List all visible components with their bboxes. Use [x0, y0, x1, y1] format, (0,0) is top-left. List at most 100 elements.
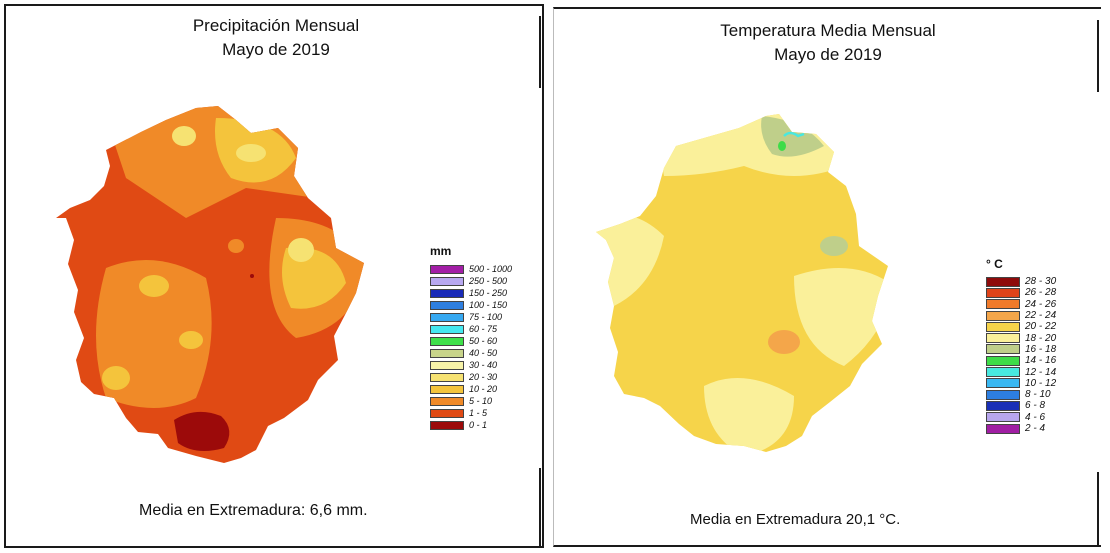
precipitation-legend-item: 30 - 40 — [430, 359, 512, 371]
temperature-legend-unit: ° C — [986, 257, 1003, 271]
precipitation-legend-label: 75 - 100 — [469, 312, 503, 322]
precipitation-title-line1: Precipitación Mensual — [192, 16, 360, 35]
temperature-legend-item: 26 - 28 — [986, 287, 1056, 298]
precipitation-average: Media en Extremadura: 6,6 mm. — [139, 502, 368, 519]
region-22-24-c — [768, 330, 800, 354]
region-16-18-c-north — [761, 116, 824, 157]
precipitation-legend-label: 40 - 50 — [469, 348, 498, 358]
precipitation-legend-label: 500 - 1000 — [469, 264, 513, 274]
region-10-20-mm-b — [179, 331, 203, 349]
precipitation-legend-label: 1 - 5 — [469, 408, 488, 418]
temperature-legend-swatch — [986, 299, 1020, 310]
precipitation-title-line2: Mayo de 2019 — [222, 40, 330, 59]
precipitation-legend-swatch — [430, 264, 464, 274]
precipitation-legend-swatch — [430, 384, 464, 394]
temperature-legend-label: 6 - 8 — [1025, 400, 1046, 412]
precipitation-legend-item: 20 - 30 — [430, 371, 512, 383]
temperature-legend-label: 28 - 30 — [1025, 276, 1057, 288]
precipitation-legend-item: 150 - 250 — [430, 287, 512, 299]
temperature-legend-swatch — [986, 423, 1020, 434]
temperature-legend-item: 10 - 12 — [986, 378, 1056, 389]
temperature-legend-swatch — [986, 412, 1020, 423]
region-20-30-mm-b — [236, 144, 266, 162]
temperature-legend-item: 16 - 18 — [986, 344, 1056, 355]
region-14-16-c — [778, 141, 786, 151]
region-20-30-mm-a — [172, 126, 196, 146]
precipitation-legend-item: 50 - 60 — [430, 335, 512, 347]
precipitation-legend-swatch — [430, 300, 464, 310]
temperature-legend-item: 4 - 6 — [986, 412, 1056, 423]
region-18-20-c-west — [596, 213, 664, 306]
region-0-1-mm-south — [174, 411, 230, 452]
temperature-legend-swatch — [986, 333, 1020, 344]
precipitation-legend-swatch — [430, 276, 464, 286]
temperature-legend-swatch — [986, 321, 1020, 332]
region-16-18-c-south — [676, 437, 688, 447]
precipitation-legend-swatch — [430, 360, 464, 370]
precipitation-legend-label: 30 - 40 — [469, 360, 498, 370]
temperature-legend-item: 6 - 8 — [986, 400, 1056, 411]
temperature-map — [596, 114, 888, 452]
temperature-legend-item: 20 - 22 — [986, 321, 1056, 332]
temperature-legend: ° C 28 - 30 26 - 28 24 - 26 22 - 24 20 - 22 1… — [986, 257, 1056, 434]
precipitation-legend-label: 100 - 150 — [469, 300, 508, 310]
precipitation-legend-swatch — [430, 336, 464, 346]
temperature-title-line1: Temperatura Media Mensual — [720, 21, 936, 40]
temperature-legend-label: 26 - 28 — [1025, 287, 1057, 299]
temperature-title-line2: Mayo de 2019 — [774, 45, 882, 64]
precipitation-legend-swatch — [430, 420, 464, 430]
precipitation-legend-item: 500 - 1000 — [430, 263, 512, 275]
precipitation-legend-item: 5 - 10 — [430, 395, 512, 407]
precipitation-legend-swatch — [430, 348, 464, 358]
frame-tick-bottom-right — [1097, 472, 1099, 546]
precipitation-legend-swatch — [430, 312, 464, 322]
region-5-10-mm-spot — [228, 239, 244, 253]
temperature-legend-item: 22 - 24 — [986, 310, 1056, 321]
precipitation-map — [56, 106, 364, 463]
precipitation-legend-label: 50 - 60 — [469, 336, 498, 346]
precipitation-legend-item: 40 - 50 — [430, 347, 512, 359]
precipitation-legend-swatch — [430, 372, 464, 382]
temperature-legend-label: 14 - 16 — [1025, 355, 1057, 367]
precipitation-legend-item: 100 - 150 — [430, 299, 512, 311]
temperature-title: Temperatura Media Mensual Mayo de 2019 — [554, 19, 1102, 67]
temperature-legend-label: 16 - 18 — [1025, 343, 1057, 355]
region-10-20-mm-c — [102, 366, 130, 390]
temperature-legend-label: 18 - 20 — [1025, 332, 1057, 344]
region-18-20-c-south — [704, 378, 794, 452]
temperature-legend-label: 24 - 26 — [1025, 298, 1057, 310]
temperature-legend-label: 10 - 12 — [1025, 377, 1057, 389]
temperature-legend-item: 28 - 30 — [986, 276, 1056, 287]
temperature-legend-item: 12 - 14 — [986, 366, 1057, 378]
precipitation-legend-item: 0 - 1 — [430, 419, 512, 431]
precipitation-legend-label: 10 - 20 — [469, 384, 498, 394]
temperature-legend-item: 8 - 10 — [986, 389, 1056, 400]
region-20-30-mm-c — [288, 238, 314, 262]
temperature-legend-swatch — [986, 310, 1020, 321]
temperature-legend-swatch — [986, 276, 1020, 287]
temperature-legend-item: 2 - 4 — [986, 423, 1056, 434]
precipitation-legend-swatch — [430, 408, 464, 418]
frame-tick-top-right — [1097, 20, 1099, 92]
temperature-legend-label: 20 - 22 — [1025, 321, 1057, 333]
precipitation-legend-label: 0 - 1 — [469, 420, 488, 430]
precipitation-legend-swatch — [430, 324, 464, 334]
temperature-legend-swatch — [986, 389, 1020, 400]
precipitation-legend-item: 60 - 75 — [430, 323, 512, 335]
precipitation-legend: mm 500 - 1000 250 - 500 150 - 250 100 - 150… — [430, 244, 512, 431]
frame-tick-bottom-left — [539, 468, 541, 546]
precipitation-legend-swatch — [430, 288, 464, 298]
region-18-20-c-east — [794, 268, 888, 366]
precipitation-legend-unit: mm — [430, 244, 452, 258]
region-12-14-c — [783, 131, 805, 138]
temperature-legend-swatch — [986, 367, 1020, 378]
precipitation-legend-label: 60 - 75 — [469, 324, 498, 334]
temperature-legend-label: 8 - 10 — [1025, 389, 1051, 401]
temperature-legend-label: 12 - 14 — [1025, 366, 1057, 378]
temperature-legend-swatch — [986, 378, 1020, 389]
temperature-legend-label: 22 - 24 — [1025, 310, 1057, 322]
precipitation-title: Precipitación Mensual Mayo de 2019 — [6, 14, 546, 62]
temperature-legend-swatch — [986, 287, 1020, 298]
precipitation-legend-swatch — [430, 396, 464, 406]
region-16-18-c-east — [820, 236, 848, 256]
